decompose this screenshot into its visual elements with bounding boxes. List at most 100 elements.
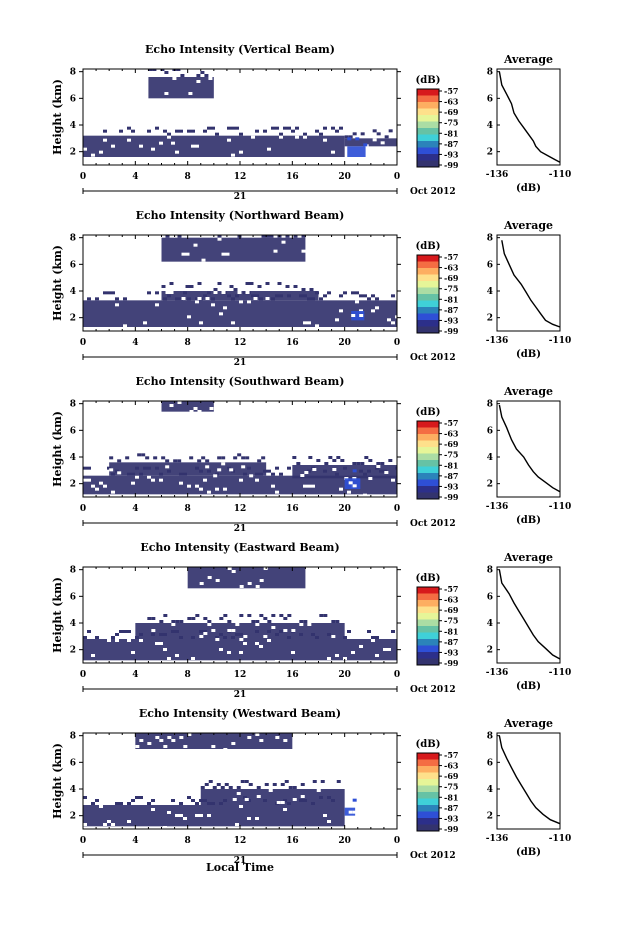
echo-cell [231,126,235,130]
colorbar-segment [417,102,439,109]
echo-cell [180,74,185,77]
x-tick-label: 16 [286,338,299,348]
echo-gap [283,739,288,742]
echo-cell [331,620,336,623]
x-tick-label: 20 [338,338,351,348]
average-profile-line [498,569,561,660]
echo-gap [300,795,305,798]
colorbar-tick-label: -57 [444,418,458,428]
echo-gap [243,642,247,645]
echo-gap [164,92,169,95]
echo-cell [267,469,271,473]
echo-cell [155,291,159,295]
echo-cell [352,798,357,802]
echo-cell [119,129,123,133]
date-label: Oct 2012 [410,519,456,529]
echo-cell [87,630,91,633]
echo-cell [115,633,119,636]
echo-gap [91,484,95,488]
echo-gap [339,487,343,491]
echo-gap [243,635,248,638]
echo-cell [187,796,191,799]
echo-cell [125,456,130,460]
echo-cell [83,796,87,799]
colorbar-tick-label: -63 [444,429,459,439]
colorbar-segment [417,613,439,620]
panel-0: Echo Intensity (Vertical Beam) 2 4 6 8 0 4 8 12 1… [51,43,571,202]
echo-cell [359,294,363,298]
echo-cell [335,620,340,623]
echo-cell [217,235,222,238]
y-tick-label: 2 [70,314,76,324]
echo-gap [99,150,103,154]
echo-gap [221,291,226,294]
echo-gap [247,817,251,820]
echo-cell [265,282,270,285]
echo-cell [117,459,122,463]
echo-gap [195,144,199,148]
colorbar-segment [417,154,439,161]
echo-cell [291,129,295,133]
echo-gap [211,303,215,307]
average-y-tick-label: 6 [487,94,493,104]
echo-region [83,300,397,327]
echo-cell [197,282,202,285]
echo-cell [336,456,341,459]
echo-cell [182,395,186,398]
colorbar-segment [417,281,439,288]
echo-gap [348,810,353,814]
echo-cell [257,285,262,288]
average-y-tick-label: 6 [487,592,493,602]
echo-region [83,805,345,827]
echo-gap [236,792,241,795]
echo-gap [103,484,107,488]
average-y-tick-label: 8 [487,566,493,576]
echo-gap [259,739,264,742]
panel-2: Echo Intensity (Southward Beam) 2 4 6 8 0 4 8 12… [51,375,571,534]
echo-cell [178,392,182,395]
average-frame [496,234,561,332]
echo-gap [239,638,244,641]
echo-gap [339,309,343,313]
echo-cell [212,786,217,789]
echo-cell [375,297,379,301]
echo-gap [229,468,234,472]
colorbar-tick-label: -81 [444,626,458,636]
y-tick-label: 8 [70,732,76,742]
echo-cell [287,727,291,730]
colorbar-tick-label: -93 [444,647,459,657]
echo-cell [111,636,115,639]
echo-gap [391,321,395,325]
echo-cell [191,129,195,133]
echo-cell [319,297,323,301]
echo-cell [227,126,231,130]
echo-gap [283,808,287,811]
y-tick-label: 6 [70,426,76,436]
echo-gap [203,632,208,635]
echo-gap [99,481,103,485]
echo-gap [215,638,220,641]
echo-cell [111,291,115,295]
echo-cell [217,282,222,285]
average-title: Average [503,53,553,66]
echo-gap [131,481,135,485]
echo-gap [167,135,171,139]
echo-gap [383,648,387,651]
colorbar-segment [417,440,439,448]
echo-cell [155,126,159,130]
colorbar-tick-label: -81 [444,792,458,802]
echo-gap [111,490,115,494]
average-y-tick-label: 4 [487,287,493,297]
echo-gap [332,468,337,471]
echo-cell [364,456,369,459]
echo-cell [348,135,353,139]
echo-gap [99,805,103,808]
echo-cell [296,561,300,564]
echo-gap [196,80,201,83]
echo-gap [255,478,259,482]
echo-cell [268,558,272,561]
y-tick-label: 8 [70,400,76,410]
echo-cell [239,614,244,617]
echo-gap [256,795,261,798]
colorbar-segment [417,255,439,262]
